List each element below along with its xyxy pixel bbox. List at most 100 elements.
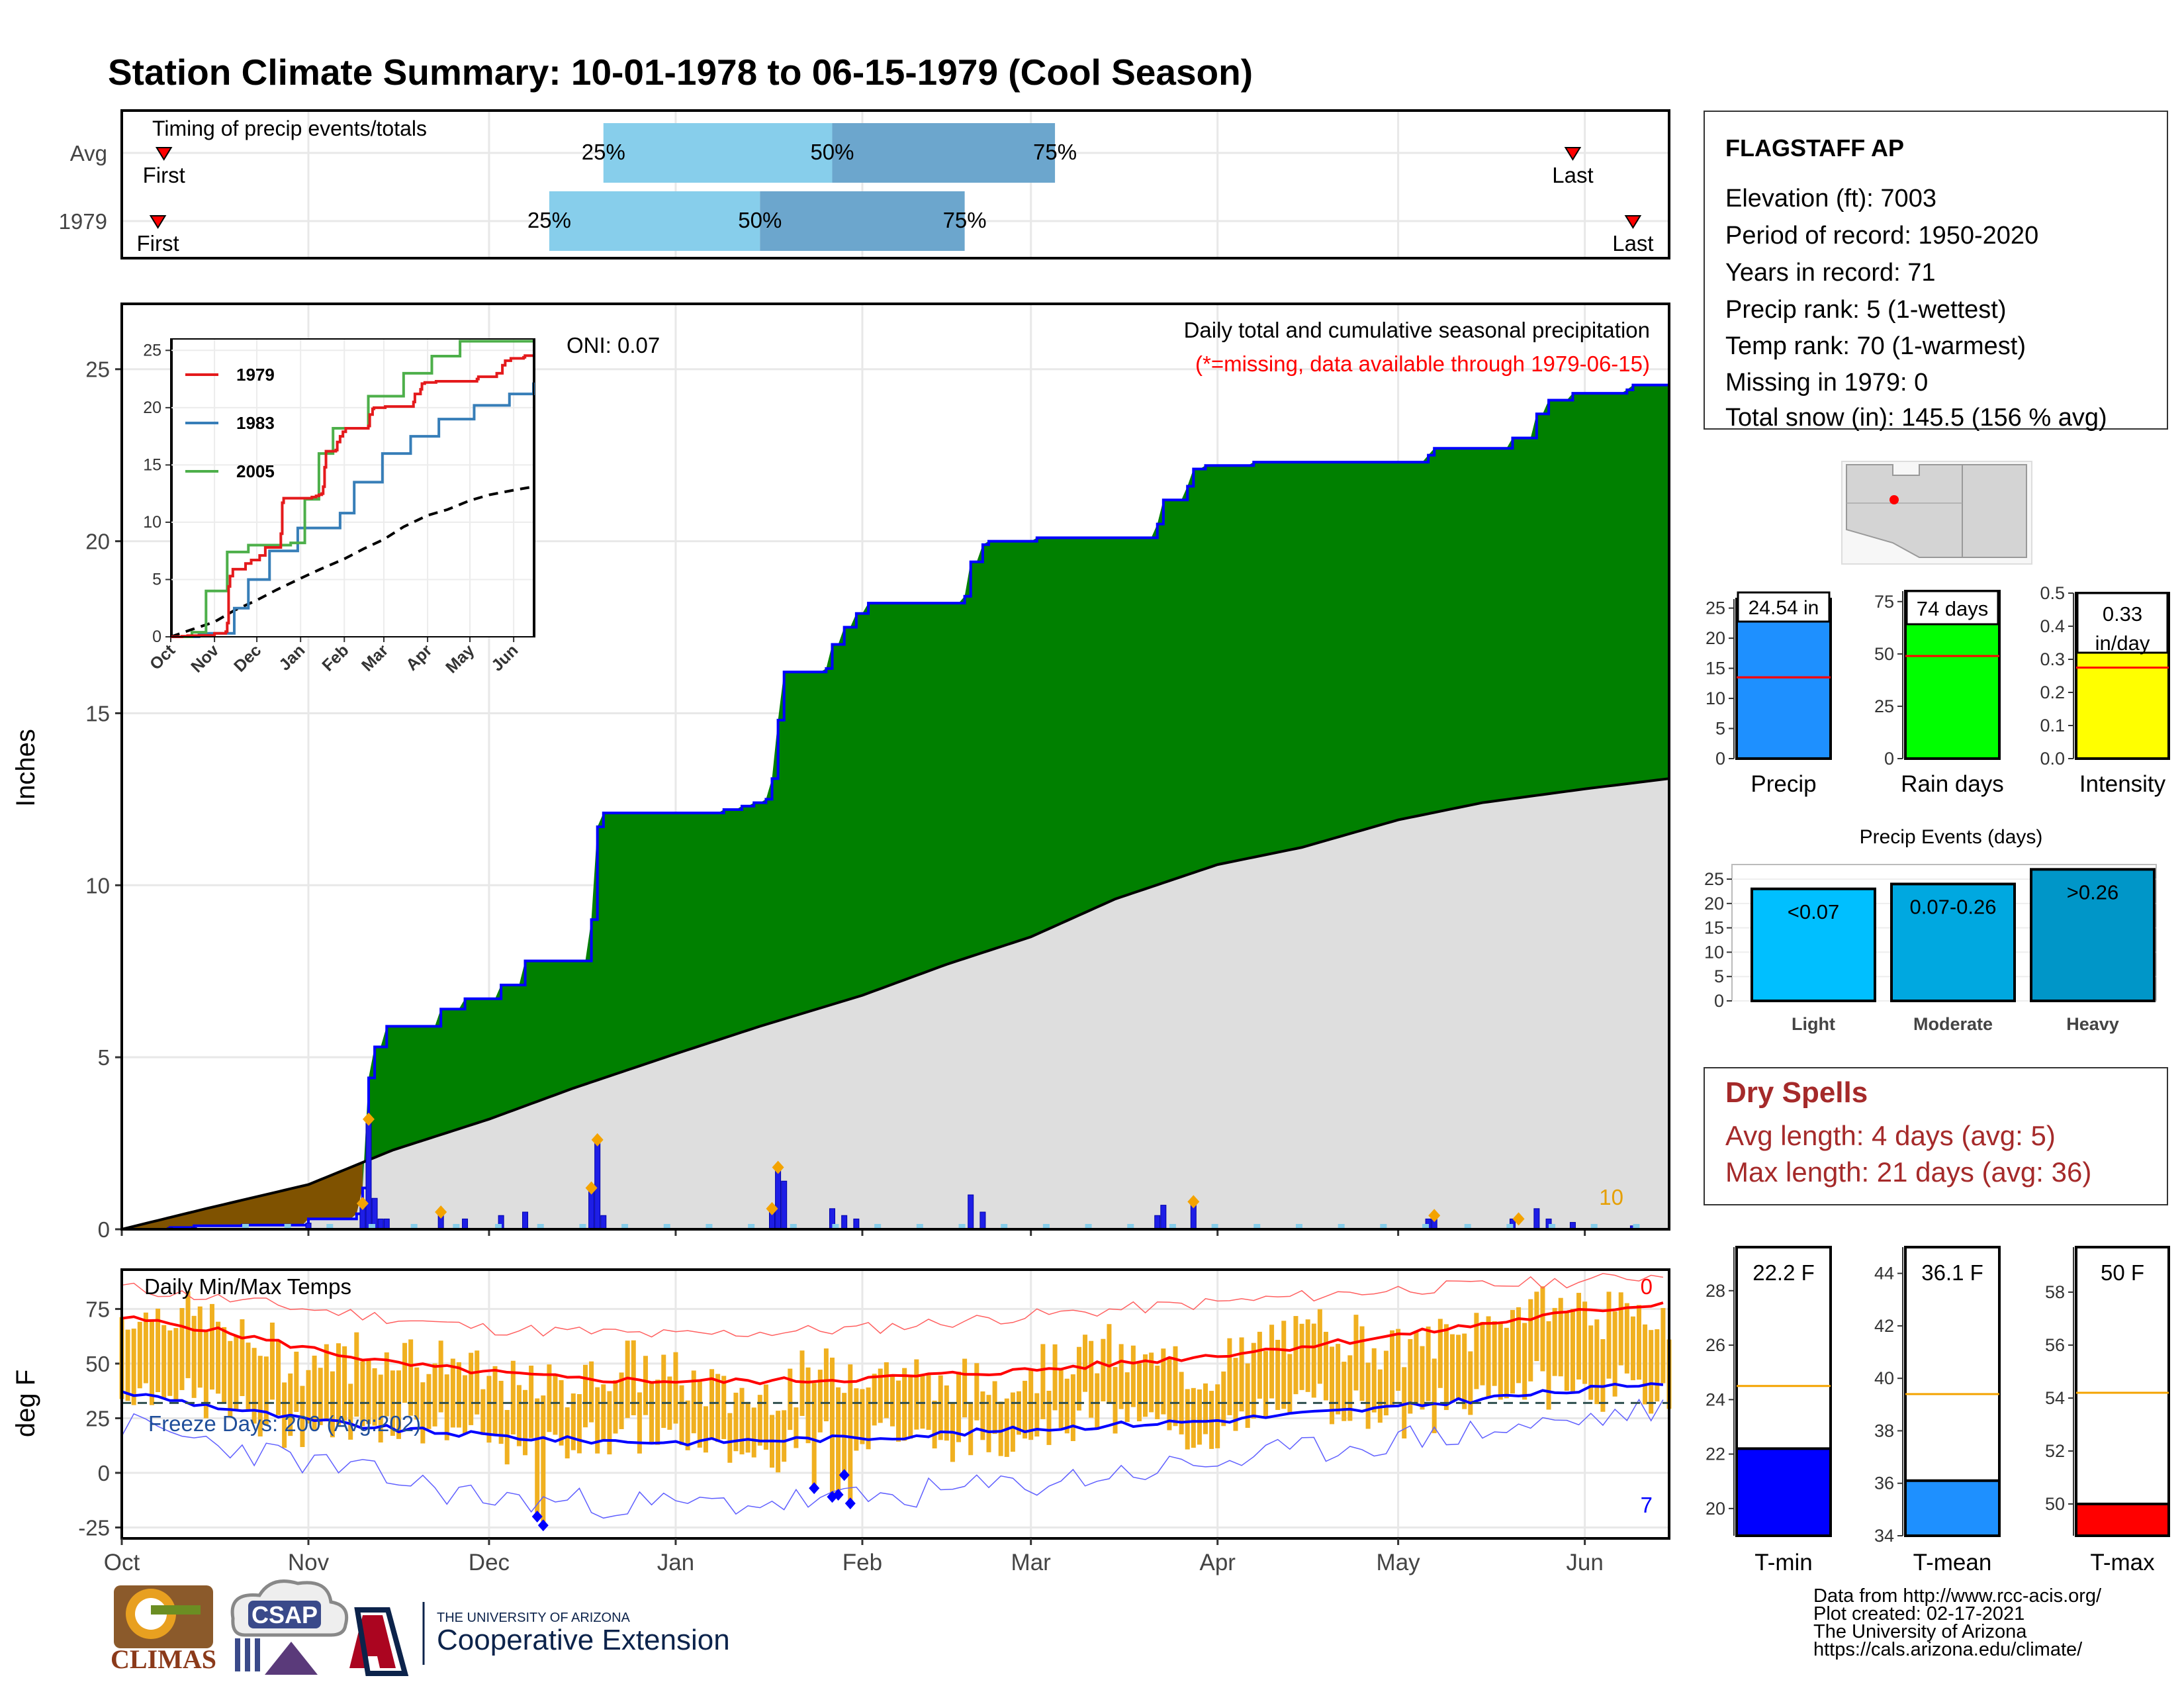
temp-chart-ytick-label: 56 bbox=[2045, 1335, 2065, 1355]
daily-temp-bar bbox=[1185, 1389, 1190, 1450]
inset-line-1979 bbox=[171, 354, 533, 638]
daily-temp-bar bbox=[1522, 1323, 1527, 1400]
normal-max-line bbox=[121, 1301, 1664, 1385]
station-line: Missing in 1979: 0 bbox=[1725, 369, 1928, 397]
daily-temp-bar bbox=[986, 1395, 991, 1452]
daily-temp-bar bbox=[1155, 1366, 1160, 1419]
daily-temp-bar bbox=[420, 1382, 426, 1444]
temp-chart-ytick-label: 28 bbox=[1706, 1281, 1725, 1301]
trace-precip-tick bbox=[832, 1224, 839, 1228]
daily-precip-bar bbox=[522, 1211, 529, 1230]
daily-temp-bar bbox=[553, 1374, 558, 1435]
precip-deficit-area bbox=[122, 1162, 363, 1229]
trace-precip-tick bbox=[537, 1224, 544, 1228]
inset-xtick-label: Jan bbox=[275, 641, 308, 674]
daily-precip-bar bbox=[968, 1194, 974, 1230]
daily-temp-bar bbox=[456, 1362, 461, 1428]
daily-temp-bar bbox=[1089, 1340, 1094, 1418]
daily-temp-bar bbox=[1016, 1391, 1021, 1435]
daily-temp-bar bbox=[1600, 1339, 1606, 1412]
temp-chart-category: T-mean bbox=[1913, 1550, 1992, 1575]
cumulative-precip-line bbox=[122, 383, 1669, 1231]
daily-temp-bar bbox=[1492, 1321, 1497, 1386]
daily-temp-bar bbox=[234, 1335, 239, 1411]
daily-temp-bar bbox=[1293, 1316, 1298, 1395]
temp-ytick-label: -25 bbox=[78, 1515, 110, 1540]
temp-chart-value-label: 50 F bbox=[2101, 1260, 2144, 1285]
daily-temp-bar bbox=[607, 1391, 612, 1455]
trace-precip-tick bbox=[242, 1224, 249, 1228]
daily-temp-bar bbox=[727, 1413, 733, 1463]
small-chart-ytick-label: 50 bbox=[1874, 644, 1894, 664]
timing-percent-label: 25% bbox=[527, 208, 571, 232]
daily-temp-bar bbox=[576, 1394, 582, 1454]
inset-legend-label: 2005 bbox=[236, 461, 275, 481]
events-bar bbox=[1751, 887, 1876, 1003]
precip-caption: Daily total and cumulative seasonal prec… bbox=[1184, 318, 1650, 342]
daily-temp-bar bbox=[1546, 1321, 1551, 1410]
daily-precip-bar bbox=[1154, 1215, 1161, 1230]
daily-temp-bar bbox=[1486, 1316, 1491, 1398]
timing-marker bbox=[149, 215, 167, 229]
small-chart-ytick-label: 0.4 bbox=[2040, 616, 2065, 636]
daily-temp-bar bbox=[637, 1392, 642, 1454]
trace-precip-tick bbox=[1633, 1224, 1640, 1228]
logo-climas: CLIMAS bbox=[111, 1585, 216, 1674]
daily-temp-bar bbox=[1287, 1354, 1293, 1414]
daily-temp-bar bbox=[655, 1380, 660, 1445]
daily-temp-bar bbox=[1498, 1322, 1503, 1400]
daily-temp-bar bbox=[426, 1374, 432, 1429]
small-chart-ytick-label: 20 bbox=[1706, 628, 1725, 648]
daily-temp-bar bbox=[1107, 1324, 1112, 1403]
daily-temp-bar bbox=[788, 1368, 793, 1430]
trace-precip-tick bbox=[790, 1224, 797, 1228]
logo-climas-text: CLIMAS bbox=[111, 1644, 216, 1674]
temp-ytick-label: 75 bbox=[85, 1297, 110, 1321]
trace-precip-tick bbox=[1338, 1224, 1345, 1228]
daily-temp-bar bbox=[173, 1328, 179, 1401]
station-line: Precip rank: 5 (1-wettest) bbox=[1725, 296, 2006, 324]
inset-normal-line bbox=[170, 485, 534, 638]
temp-chart-ytick-label: 42 bbox=[1874, 1316, 1894, 1336]
daily-precip-bar bbox=[1533, 1208, 1540, 1230]
trace-precip-tick bbox=[874, 1224, 882, 1228]
daily-temp-bar bbox=[992, 1381, 997, 1434]
daily-temp-bar bbox=[396, 1370, 401, 1439]
trace-precip-tick bbox=[1464, 1224, 1471, 1228]
logo-university-of-arizona: THE UNIVERSITY OF ARIZONA Cooperative Ex… bbox=[349, 1602, 730, 1676]
freeze-days-label: Freeze Days: 200 (Avg:202) bbox=[148, 1411, 421, 1436]
events-ytick-label: 20 bbox=[1704, 894, 1724, 914]
daily-temp-bar bbox=[1070, 1374, 1075, 1441]
daily-temp-bar bbox=[1215, 1384, 1220, 1448]
month-label: Apr bbox=[1199, 1550, 1236, 1575]
timing-percent-label: 75% bbox=[1033, 140, 1077, 164]
trace-precip-tick bbox=[705, 1224, 713, 1228]
precip-ytick-label: 10 bbox=[85, 873, 110, 898]
precip-ytick-label: 5 bbox=[98, 1045, 110, 1070]
daily-temp-bar bbox=[1606, 1291, 1612, 1379]
daily-temp-bar bbox=[1564, 1311, 1569, 1391]
snow-marker bbox=[1428, 1209, 1441, 1223]
small-chart-value-label: 24.54 in bbox=[1749, 597, 1819, 619]
daily-temp-bar bbox=[1251, 1342, 1256, 1419]
inset-line-1983 bbox=[171, 382, 535, 638]
daily-temp-bar bbox=[209, 1303, 214, 1390]
daily-temp-bar bbox=[974, 1363, 979, 1421]
timing-marker bbox=[1564, 147, 1582, 161]
logo-csap-text: CSAP bbox=[251, 1601, 318, 1628]
daily-temp-bar bbox=[782, 1410, 787, 1462]
events-bar-label: 0.07-0.26 bbox=[1910, 895, 1997, 918]
small-chart-value-box bbox=[2076, 592, 2169, 654]
daily-temp-bar bbox=[854, 1388, 859, 1451]
daily-temp-bar bbox=[1618, 1292, 1623, 1366]
daily-temp-bar bbox=[360, 1361, 365, 1427]
daily-temp-bar bbox=[384, 1352, 389, 1417]
daily-temp-bar bbox=[721, 1376, 727, 1439]
small-chart-ytick-label: 0.2 bbox=[2040, 682, 2065, 702]
events-ytick-label: 10 bbox=[1704, 942, 1724, 962]
daily-temp-bar bbox=[1570, 1309, 1575, 1393]
temp-chart-bar bbox=[1904, 1479, 2001, 1538]
temp-chart-category: T-min bbox=[1754, 1550, 1813, 1575]
daily-precip-bar bbox=[462, 1218, 469, 1230]
